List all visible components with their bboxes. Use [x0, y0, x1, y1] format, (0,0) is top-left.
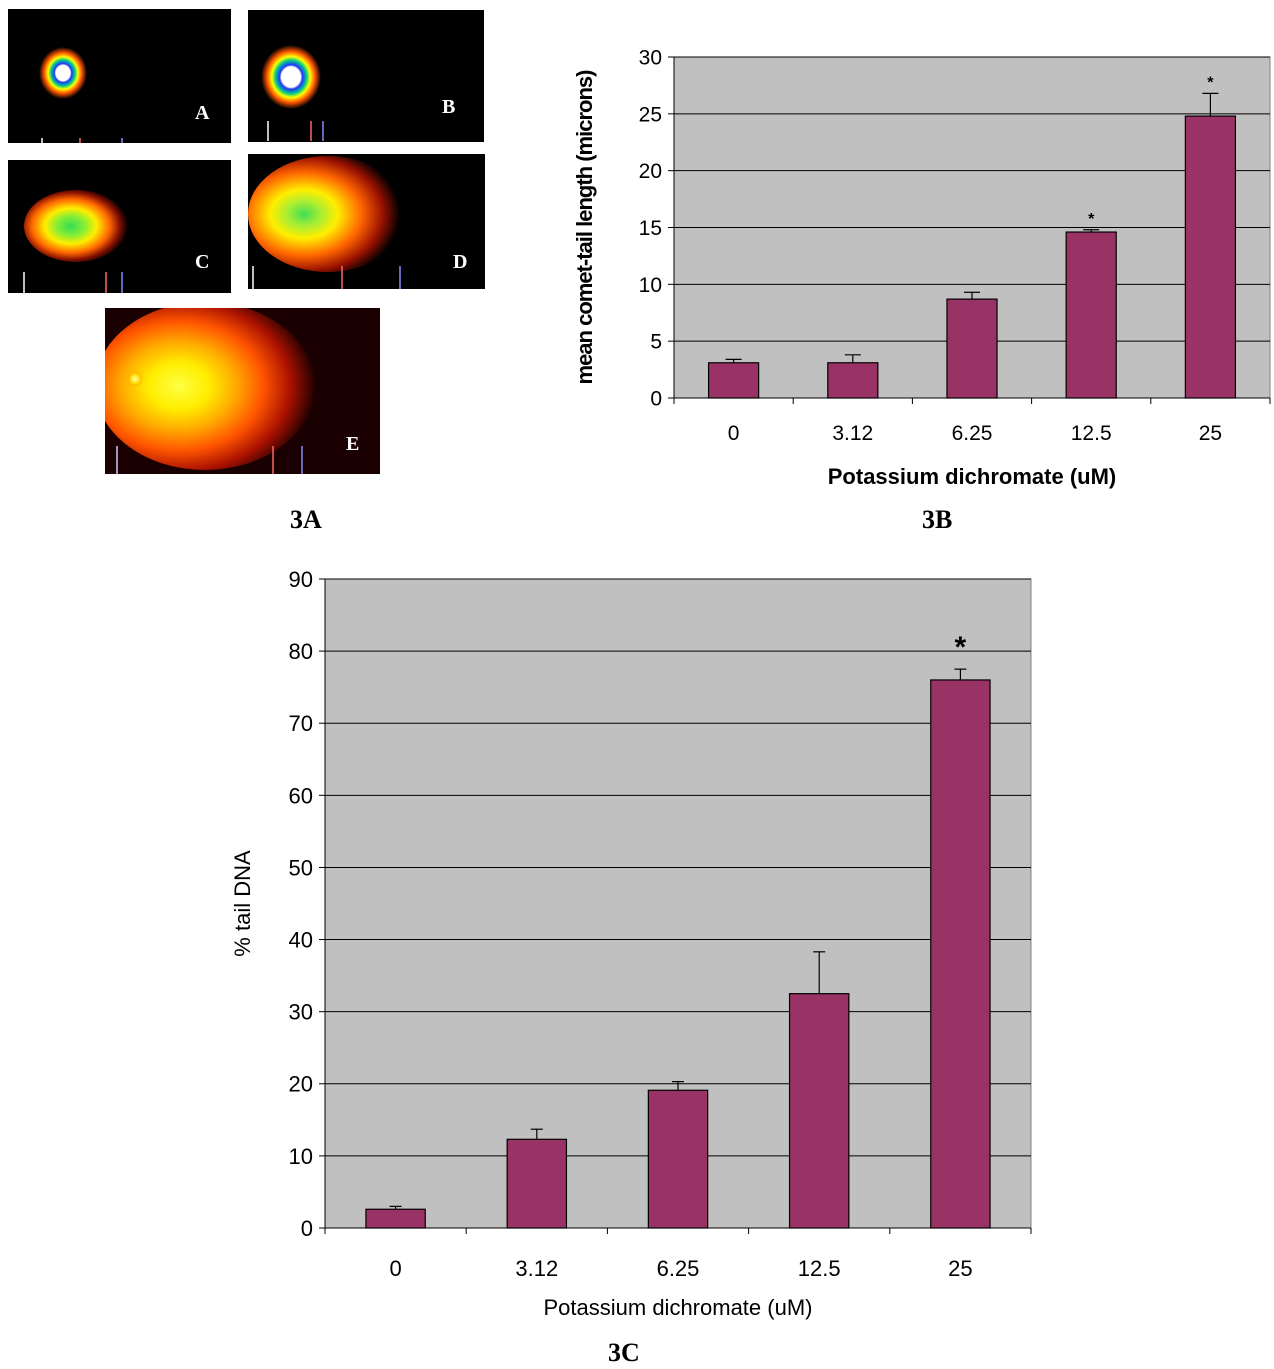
x-tick-label: 12.5: [1071, 422, 1112, 445]
comet-panel-a: A: [8, 9, 231, 143]
comet-tail-length-chart: 0 5 10 15 20 25 30 0 3.12 6.25 * 12.5 * 25 Potassium d…: [572, 47, 1271, 489]
x-axis-label: Potassium dichromate (uM): [828, 464, 1116, 489]
comet-image-d: [248, 156, 408, 289]
comet-image-e: [105, 308, 380, 474]
y-axis-label: mean comet-tail length (microns): [572, 70, 597, 385]
y-tick-label: 15: [639, 217, 662, 240]
x-tick-label: 12.5: [798, 1256, 841, 1281]
figure-caption-3c: 3C: [608, 1338, 640, 1367]
y-tick-label: 30: [289, 1000, 313, 1025]
y-tick-label: 20: [289, 1072, 313, 1097]
panel-letter-a: A: [195, 102, 210, 124]
x-tick-label: 3.12: [515, 1256, 558, 1281]
bar: [647, 1089, 709, 1229]
panel-letter-c: C: [195, 251, 210, 273]
figure-caption-3b: 3B: [922, 505, 953, 534]
bar: [365, 1208, 426, 1229]
y-axis-label: % tail DNA: [230, 850, 255, 957]
x-tick-label: 3.12: [832, 422, 873, 445]
bar: [506, 1138, 568, 1229]
comet-panel-e: E: [105, 308, 380, 474]
y-tick-label: 40: [289, 927, 313, 952]
y-tick-label: 0: [301, 1216, 313, 1241]
bar: [930, 679, 991, 1229]
significance-marker: *: [955, 631, 967, 664]
significance-marker: *: [1207, 74, 1214, 91]
comet-image-a: [39, 47, 123, 143]
comet-panel-d: D: [248, 154, 485, 289]
bar: [946, 298, 998, 399]
comet-image-b: [261, 45, 324, 141]
x-tick-label: 6.25: [657, 1256, 700, 1281]
y-tick-label: 10: [289, 1144, 313, 1169]
bar: [788, 993, 850, 1229]
comet-image-c: [23, 190, 128, 293]
y-tick-label: 25: [639, 103, 662, 126]
comet-panel-b: B: [248, 10, 484, 142]
y-tick-label: 60: [289, 783, 313, 808]
x-axis-label: Potassium dichromate (uM): [544, 1295, 813, 1320]
y-tick-label: 80: [289, 639, 313, 664]
x-tick-label: 0: [389, 1256, 401, 1281]
x-tick-label: 25: [948, 1256, 972, 1281]
panel-letter-d: D: [453, 251, 468, 273]
bar: [1065, 231, 1117, 399]
tail-dna-chart: 0 10 20 30 40 50 60 70 80 90 0 3.12 6.25 12.5 * 25 Potas…: [230, 567, 1032, 1320]
x-tick-label: 25: [1199, 422, 1222, 445]
y-tick-label: 90: [289, 567, 313, 592]
y-tick-label: 5: [650, 331, 662, 354]
figure-caption-3a: 3A: [290, 505, 322, 534]
bar: [707, 362, 760, 399]
bar: [827, 362, 879, 399]
y-tick-label: 20: [639, 160, 662, 183]
panel-letter-e: E: [346, 433, 360, 455]
significance-marker: *: [1088, 211, 1095, 228]
y-tick-label: 70: [289, 711, 313, 736]
y-tick-label: 0: [650, 388, 662, 411]
y-tick-label: 10: [639, 274, 662, 297]
y-tick-label: 50: [289, 855, 313, 880]
panel-letter-b: B: [442, 96, 456, 118]
x-tick-label: 0: [728, 422, 740, 445]
comet-panel-c: C: [8, 160, 231, 293]
x-tick-label: 6.25: [952, 422, 993, 445]
y-tick-label: 30: [639, 47, 662, 70]
